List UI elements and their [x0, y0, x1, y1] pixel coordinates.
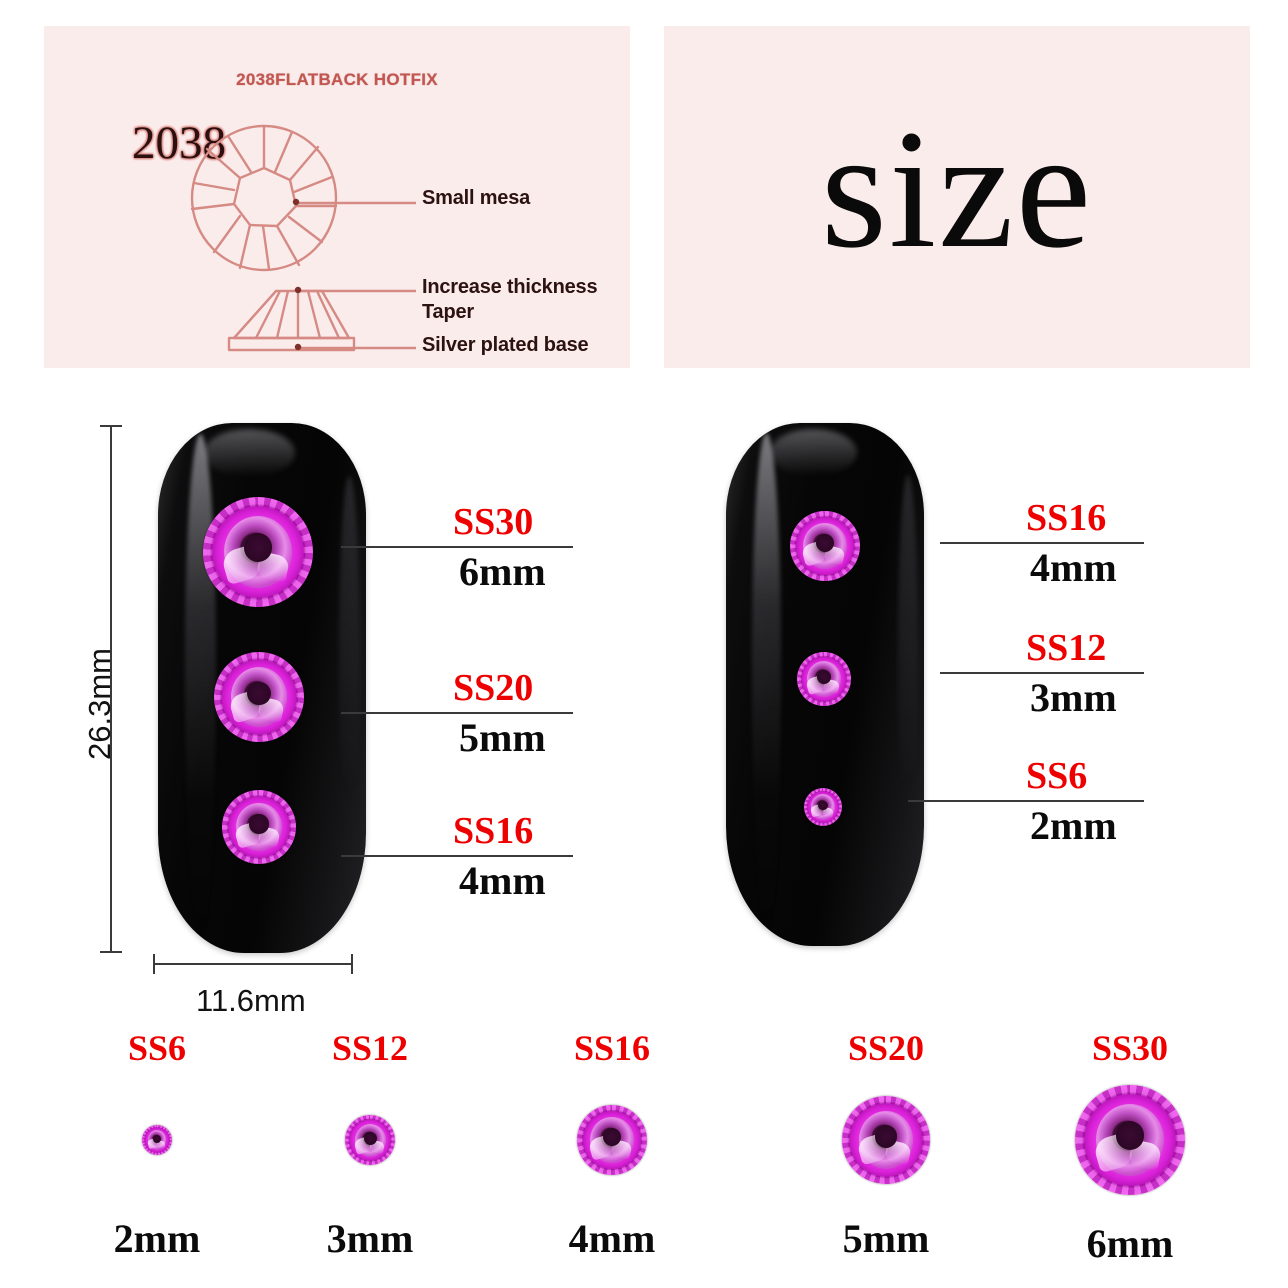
label-5mm: 5mm	[459, 715, 546, 760]
silver-plated-base-plate	[227, 336, 356, 352]
row-label-6mm: 6mm	[1086, 1221, 1174, 1266]
dimension-label-height: 26.3mm	[82, 648, 117, 760]
leader-line-ss12	[940, 672, 1144, 674]
label-ss16-right: SS16	[1026, 497, 1107, 539]
leader-line-ss16-left	[341, 855, 573, 857]
product-code-label: 2038	[132, 117, 226, 169]
stone-cross-section	[232, 289, 351, 340]
label-ss30: SS30	[453, 501, 534, 543]
dimension-cap-top	[100, 425, 122, 427]
dimension-cap-bottom	[100, 951, 122, 953]
row-label-3mm: 3mm	[326, 1216, 414, 1261]
leader-line-ss30	[341, 546, 573, 548]
gem-ss12-on-nail-right	[797, 652, 851, 706]
leader-line-ss6	[908, 800, 1144, 802]
row-gem-ss6	[142, 1125, 172, 1155]
row-gem-ss20	[842, 1096, 930, 1184]
dimension-cap-right	[351, 954, 353, 974]
nail-right	[726, 423, 924, 946]
nail-gloss-top	[203, 429, 296, 478]
dimension-cap-left	[153, 954, 155, 974]
thickness-leader-dot	[294, 286, 302, 294]
size-title-panel	[664, 26, 1250, 368]
label-ss12: SS12	[1026, 627, 1107, 669]
label-6mm: 6mm	[459, 549, 546, 594]
flatback-diagram-panel: 2038FLATBACK HOTFIX 2038	[44, 26, 630, 368]
row-gem-ss30	[1075, 1085, 1185, 1195]
flatback-schematic-svg	[190, 124, 416, 352]
nail-gloss-highlight	[185, 433, 217, 943]
row-gem-ss16	[577, 1105, 647, 1175]
diagram-header-title: 2038FLATBACK HOTFIX	[236, 70, 438, 89]
label-2mm: 2mm	[1030, 803, 1117, 848]
label-ss16-left: SS16	[453, 810, 534, 852]
gem-ss20-on-nail	[214, 652, 304, 742]
row-gem-ss12	[345, 1115, 395, 1165]
callout-silver-plated-base: Silver plated base	[422, 334, 589, 356]
nail-gloss-highlight	[751, 433, 782, 936]
row-label-ss12: SS12	[331, 1028, 409, 1068]
nail-gloss-top	[769, 429, 857, 477]
callout-small-mesa: Small mesa	[422, 187, 531, 209]
dimension-line-width	[153, 963, 353, 965]
label-4mm-left: 4mm	[459, 858, 546, 903]
label-3mm: 3mm	[1030, 675, 1117, 720]
callout-increase-thickness: Increase thickness	[422, 276, 598, 298]
dimension-line-height	[110, 425, 112, 953]
leader-line-ss16-right	[940, 542, 1144, 544]
base-leader-dot	[294, 343, 302, 351]
nail-gloss-right	[898, 475, 919, 842]
row-label-ss30: SS30	[1091, 1028, 1169, 1068]
small-mesa-polygon	[232, 166, 298, 228]
label-4mm-right: 4mm	[1030, 545, 1117, 590]
leader-line-ss20	[341, 712, 573, 714]
row-label-ss16: SS16	[573, 1028, 651, 1068]
gem-ss16-on-nail-right	[790, 511, 860, 581]
size-heading: size	[820, 95, 1094, 284]
label-ss6: SS6	[1026, 755, 1088, 797]
gem-ss6-on-nail-right	[804, 788, 842, 826]
row-label-4mm: 4mm	[568, 1216, 656, 1261]
row-label-2mm: 2mm	[113, 1216, 201, 1261]
gem-ss30-on-nail	[203, 497, 313, 607]
nail-gloss-right	[338, 476, 360, 847]
callout-taper: Taper	[422, 301, 474, 323]
row-label-5mm: 5mm	[842, 1216, 930, 1261]
dimension-label-width: 11.6mm	[196, 983, 306, 1018]
mesa-leader-dot	[292, 198, 300, 206]
label-ss20: SS20	[453, 667, 534, 709]
row-label-ss6: SS6	[127, 1028, 187, 1068]
gem-ss16-on-nail	[222, 790, 296, 864]
row-label-ss20: SS20	[847, 1028, 925, 1068]
